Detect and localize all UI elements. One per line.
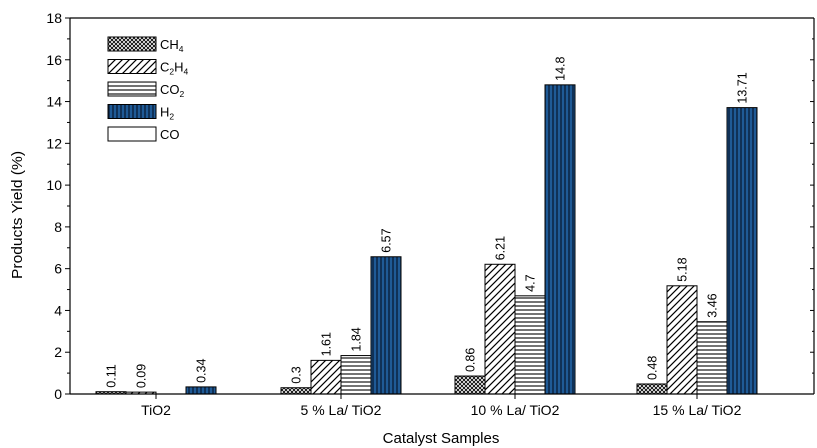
bar-c2h4-1 (310, 359, 342, 395)
y-axis-title: Products Yield (%) (9, 151, 26, 279)
bars (95, 84, 758, 395)
data-label-ch4-0: 0.11 (105, 364, 119, 387)
bar-c2h4-2 (484, 263, 516, 395)
y-tick-label: 8 (54, 219, 62, 235)
data-label-c2h4-1: 1.61 (320, 332, 334, 356)
data-label-c2h4-3: 5.18 (676, 257, 690, 281)
legend-label-c2h4: C2H4 (160, 60, 189, 77)
legend-label-h2: H2 (160, 105, 174, 122)
legend-label-co2: CO2 (160, 82, 185, 99)
bar-co2-3 (696, 321, 728, 395)
data-label-co2-3: 3.46 (706, 293, 720, 317)
legend-label-co: CO (160, 127, 180, 142)
legend-swatch-h2 (107, 104, 157, 119)
y-tick-label: 4 (54, 302, 62, 318)
data-label-co2-2: 4.7 (524, 274, 538, 291)
bar-h2-3 (726, 107, 758, 395)
x-axis-title: Catalyst Samples (383, 430, 500, 447)
bar-ch4-3 (636, 383, 668, 395)
data-label-h2-2: 14.8 (554, 56, 568, 80)
y-tick-label: 0 (54, 386, 62, 402)
bar-ch4-1 (280, 387, 312, 395)
x-tick-label: 10 % La/ TiO2 (471, 402, 560, 418)
legend-swatch-co2 (107, 81, 157, 97)
y-tick-label: 18 (46, 10, 62, 26)
data-label-c2h4-2: 6.21 (494, 236, 508, 260)
data-label-c2h4-0: 0.09 (135, 364, 149, 388)
y-tick-label: 2 (54, 344, 62, 360)
legend: CH4 C2H4 CO2 H2 CO (107, 36, 189, 142)
x-tick-label: 5 % La/ TiO2 (301, 402, 382, 418)
bar-co2-1 (340, 355, 372, 395)
y-tick-label: 14 (46, 94, 62, 110)
y-tick-label: 16 (46, 52, 62, 68)
bar-h2-0 (185, 386, 217, 395)
x-tick-label: 15 % La/ TiO2 (653, 402, 742, 418)
legend-swatch-c2h4 (107, 59, 157, 74)
plot-area: 0.11 0.3 0.86 0.48 0.09 1.61 6.21 5.18 1.84 4.7 3.… (46, 10, 815, 418)
bar-c2h4-3 (666, 285, 698, 395)
legend-label-ch4: CH4 (160, 37, 184, 54)
data-label-ch4-2: 0.86 (464, 348, 478, 372)
x-tick-label: TiO2 (141, 402, 171, 418)
data-label-h2-0: 0.34 (195, 359, 209, 383)
y-tick-label: 12 (46, 135, 62, 151)
axes: 0 2 4 6 8 10 12 14 16 18 TiO2 5 % La/ TiO2 10 % La/ … (46, 10, 815, 418)
legend-swatch-co (107, 126, 157, 142)
data-labels: 0.11 0.3 0.86 0.48 0.09 1.61 6.21 5.18 1.84 4.7 3.… (105, 56, 750, 388)
bar-ch4-2 (454, 375, 486, 395)
bar-h2-1 (370, 256, 402, 395)
data-label-co2-1: 1.84 (350, 327, 364, 351)
bar-h2-2 (544, 84, 576, 395)
legend-swatch-ch4 (107, 36, 157, 52)
y-tick-label: 10 (46, 177, 62, 193)
data-label-ch4-1: 0.3 (290, 366, 304, 383)
data-label-ch4-3: 0.48 (646, 356, 660, 380)
bar-co2-2 (514, 295, 546, 395)
y-tick-label: 6 (54, 261, 62, 277)
data-label-h2-1: 6.57 (380, 228, 394, 252)
data-label-h2-3: 13.71 (736, 72, 750, 103)
